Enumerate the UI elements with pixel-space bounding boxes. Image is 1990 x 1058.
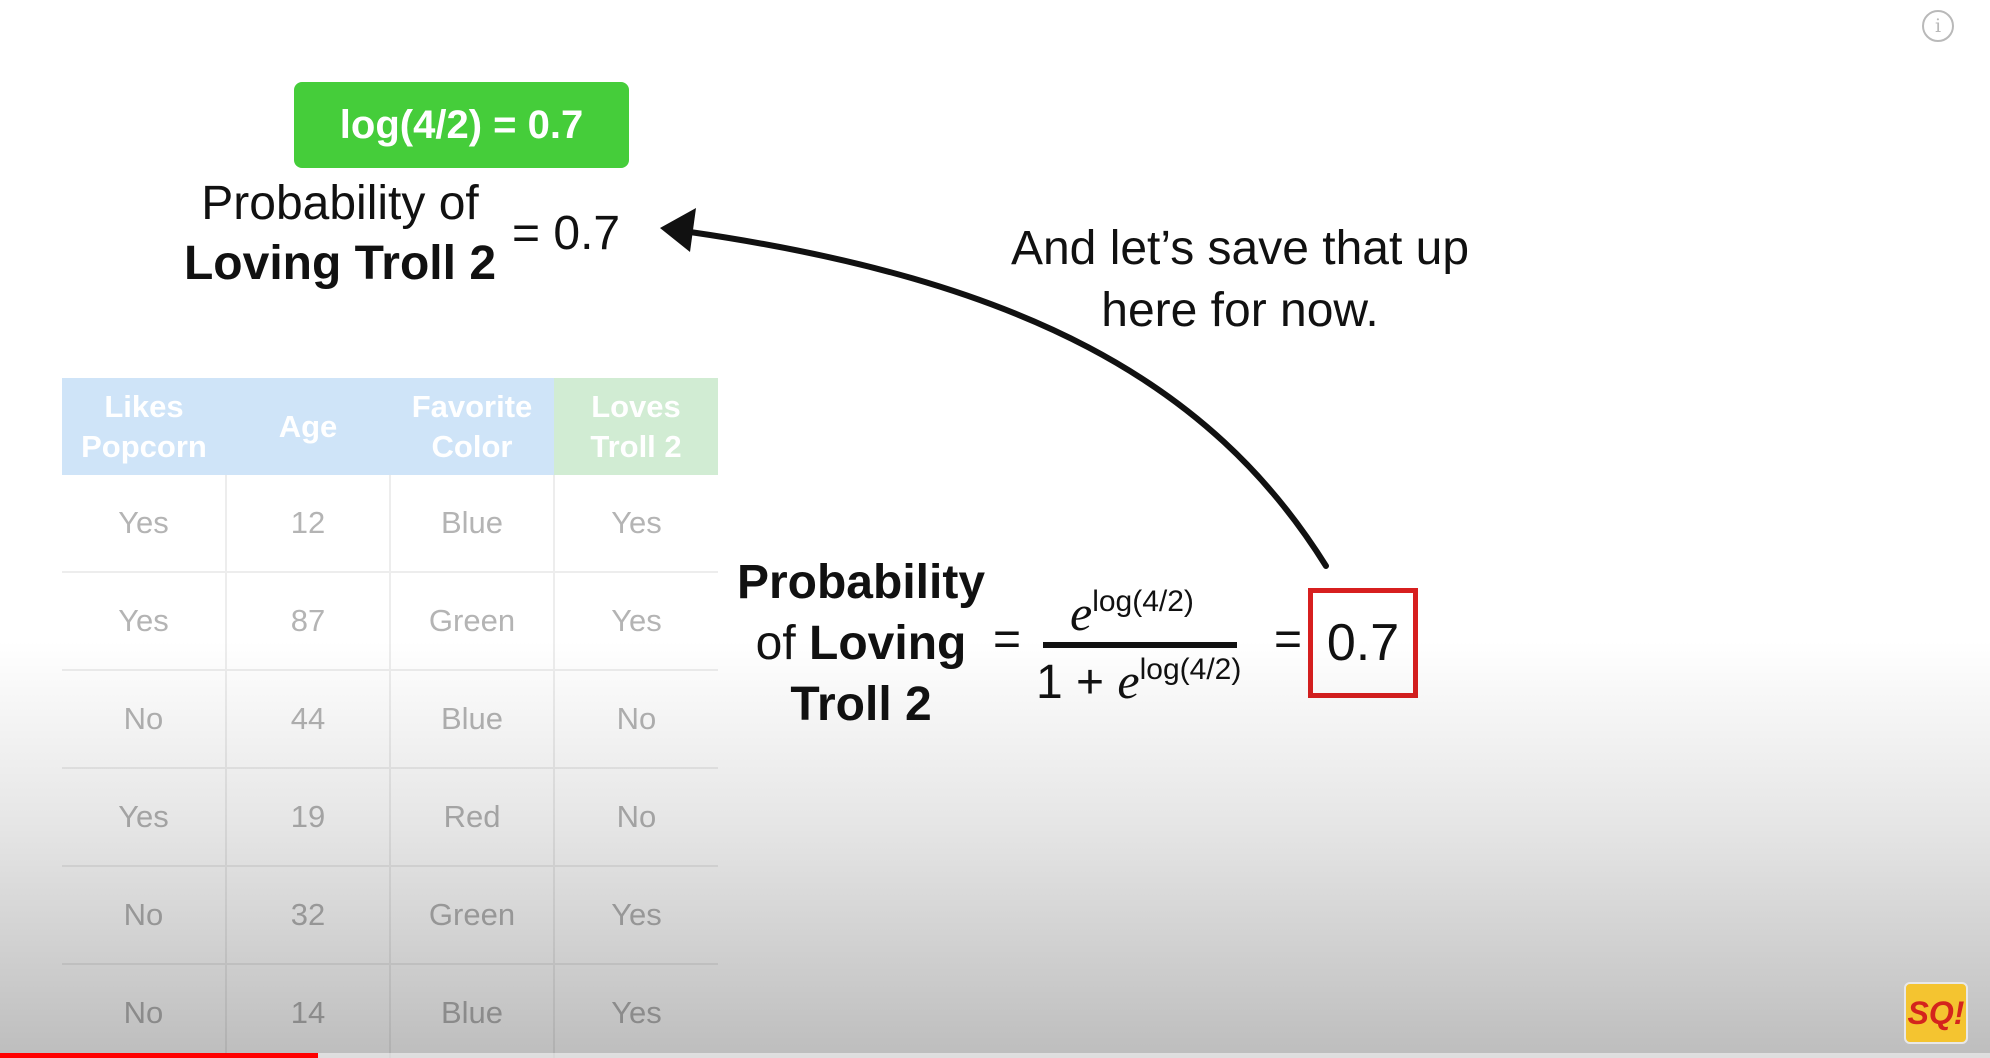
numerator-e: e [1070,585,1093,641]
fraction-bar [1043,642,1237,648]
second-equals-sign: = [1274,613,1303,666]
header-favorite-color: Favorite Color [390,378,554,475]
table-cell: Blue [390,475,555,573]
table-cell: No [554,768,718,867]
header-loves-troll-2: Loves Troll 2 [554,378,718,475]
table-header-row: Likes Popcorn Age Favorite Color Loves T… [62,378,718,475]
denominator-prefix: 1 + [1036,656,1118,709]
narration-caption: And let’s save that up here for now. [960,218,1520,342]
equals-sign: = [993,613,1022,666]
table-cell: Yes [554,964,718,1058]
training-data-table: Likes Popcorn Age Favorite Color Loves T… [62,378,718,1058]
log-odds-result-text: log(4/2) = 0.7 [339,102,584,147]
log-odds-result-box: log(4/2) = 0.7 [294,82,629,168]
table-cell: No [62,866,227,965]
header-age: Age [226,378,390,475]
table-row: Yes 12 Blue Yes [62,475,718,573]
table-cell: 87 [226,572,391,671]
caption-line1: And let’s save that up [1010,222,1470,275]
table-cell: 32 [226,866,391,965]
table-cell: Yes [554,475,718,573]
table-cell: 19 [226,768,391,867]
info-icon[interactable]: i [1922,10,1954,42]
table-cell: Blue [390,964,555,1058]
table-row: No 32 Green Yes [62,866,718,965]
table-cell: Yes [62,768,227,867]
fraction-numerator: elog(4/2) [1070,584,1194,642]
table-cell: Yes [554,572,718,671]
denominator-e: e [1117,653,1140,709]
saved-label-line2: Loving Troll 2 [183,237,497,290]
probability-label-line1: Probability [736,556,986,609]
fraction-denominator: 1 + elog(4/2) [1036,652,1241,710]
table-cell: Green [390,866,555,965]
result-value: 0.7 [1326,614,1400,672]
highlighted-result: 0.7 [1308,588,1418,698]
saved-probability-label: Probability of Loving Troll 2 [150,174,530,294]
video-progress-fill [0,1053,319,1058]
probability-label-line3: Troll 2 [790,678,932,731]
arrow-head [660,208,696,252]
channel-watermark-logo[interactable]: SQ! [1904,982,1968,1044]
table-cell: No [554,670,718,769]
table-cell: Blue [390,670,555,769]
table-cell: 12 [226,475,391,573]
table-row: No 44 Blue No [62,670,718,769]
video-progress-bar[interactable] [0,1053,1990,1058]
probability-label-line2: of Loving [755,617,967,670]
table-cell: Green [390,572,555,671]
table-cell: 14 [226,964,391,1058]
table-cell: No [62,670,227,769]
header-likes-popcorn: Likes Popcorn [62,378,226,475]
table-row: No 14 Blue Yes [62,964,718,1058]
denominator-exponent: log(4/2) [1139,653,1242,686]
table-cell: Yes [62,475,227,573]
table-cell: Red [390,768,555,867]
numerator-exponent: log(4/2) [1092,585,1194,618]
caption-line2: here for now. [1101,284,1379,337]
arrow-shaft [687,229,1329,569]
saved-label-line1: Probability of [201,177,479,230]
saved-probability-value: = 0.7 [512,207,621,260]
probability-label: Probability of Loving Troll 2 [715,552,1007,735]
table-cell: No [62,964,227,1058]
table-row: Yes 87 Green Yes [62,572,718,671]
table-cell: 44 [226,670,391,769]
table-cell: Yes [62,572,227,671]
table-row: Yes 19 Red No [62,768,718,867]
table-cell: Yes [554,866,718,965]
